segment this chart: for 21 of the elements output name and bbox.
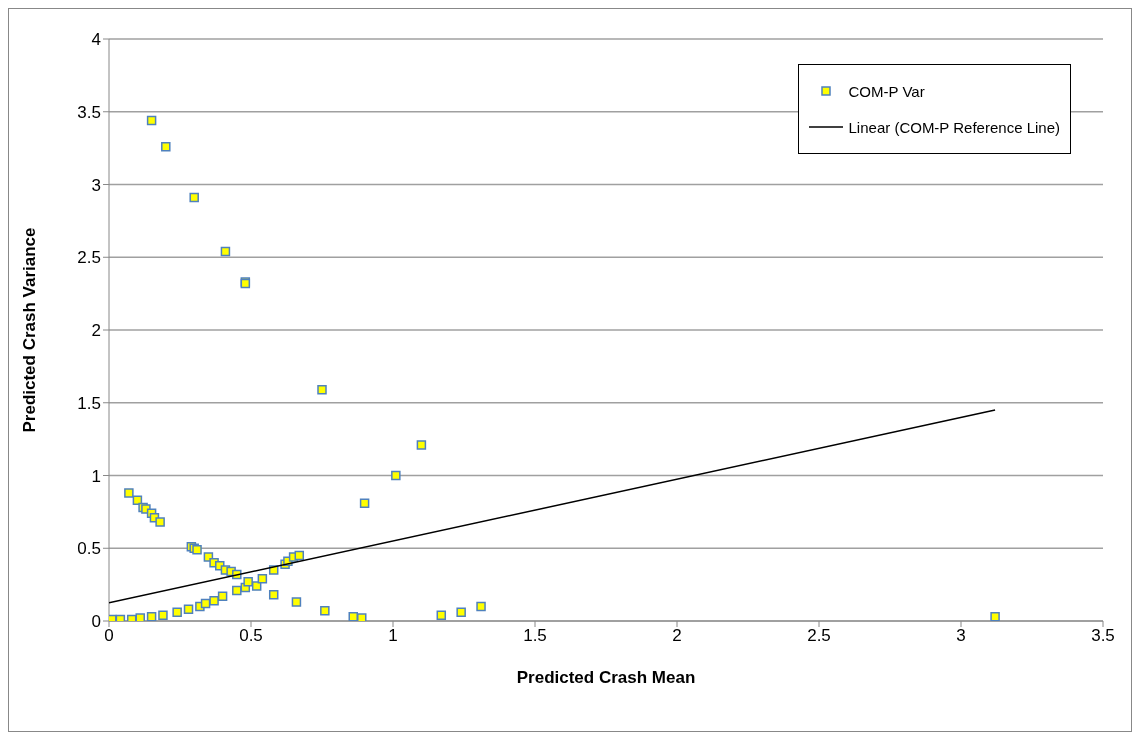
x-tick-label: 0	[104, 626, 114, 646]
y-tick-label: 3.5	[77, 102, 101, 122]
legend-label: Linear (COM-P Reference Line)	[848, 118, 1060, 136]
x-tick-label: 0.5	[239, 626, 263, 646]
x-tick-label: 3	[956, 626, 966, 646]
y-axis-title: Predicted Crash Variance	[20, 227, 40, 433]
y-tick-label: 0	[91, 612, 101, 632]
y-tick-label: 0.5	[77, 539, 101, 559]
x-axis-title: Predicted Crash Mean	[516, 668, 696, 687]
y-tick-label: 1	[91, 466, 101, 486]
x-tick-label: 3.5	[1091, 626, 1115, 646]
y-tick-label: 3	[91, 175, 101, 195]
y-tick-label: 1.5	[77, 393, 101, 413]
x-tick-label: 1.5	[523, 626, 547, 646]
y-tick-label: 2	[91, 321, 101, 341]
x-tick-label: 2.5	[807, 626, 831, 646]
legend-label: COM-P Var	[848, 82, 925, 100]
x-tick-label: 1	[388, 626, 398, 646]
x-tick-label: 2	[672, 626, 682, 646]
y-tick-label: 2.5	[77, 248, 101, 268]
y-tick-label: 4	[91, 30, 101, 50]
